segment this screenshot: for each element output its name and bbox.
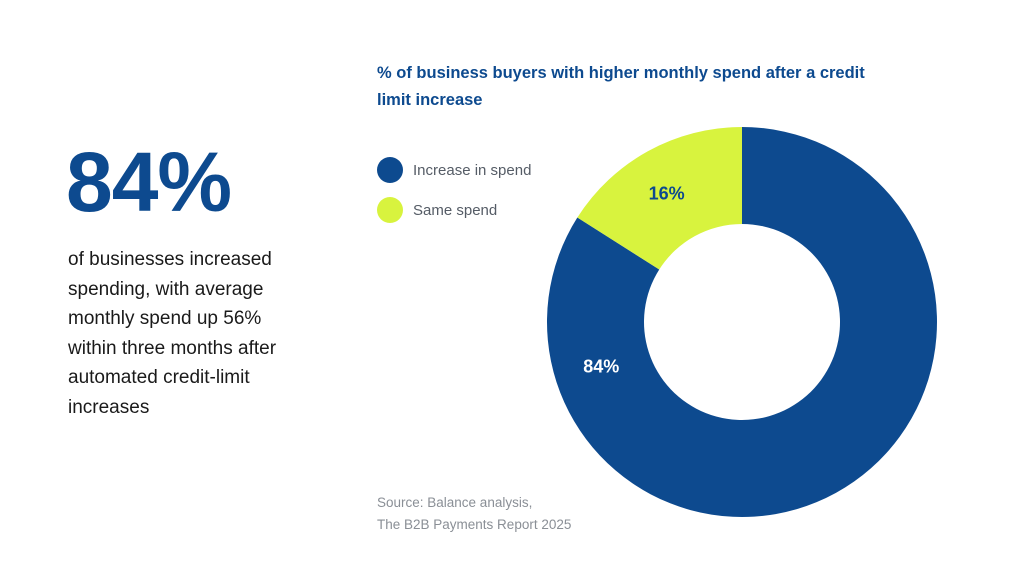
headline-stat: 84%	[66, 135, 232, 229]
source-line-2: The B2B Payments Report 2025	[377, 517, 572, 532]
source-line-1: Source: Balance analysis,	[377, 495, 533, 510]
chart-legend: Increase in spend Same spend	[377, 155, 531, 235]
legend-swatch-increase	[377, 157, 403, 183]
headline-description: of businesses increased spending, with a…	[68, 249, 277, 418]
legend-swatch-same	[377, 197, 403, 223]
legend-label-same: Same spend	[413, 201, 498, 219]
slice-label-same: 16%	[649, 183, 685, 203]
slice-same	[577, 127, 742, 270]
slice-increase	[547, 127, 937, 517]
legend-item-same: Same spend	[377, 195, 531, 225]
donut-chart: 84% 16%	[547, 127, 937, 517]
chart-title: % of business buyers with higher monthly…	[377, 64, 865, 109]
legend-label-increase: Increase in spend	[413, 161, 532, 179]
source-note: Source: Balance analysis, The B2B Paymen…	[377, 492, 571, 536]
legend-item-increase: Increase in spend	[377, 155, 531, 185]
slice-label-increase: 84%	[583, 356, 619, 376]
